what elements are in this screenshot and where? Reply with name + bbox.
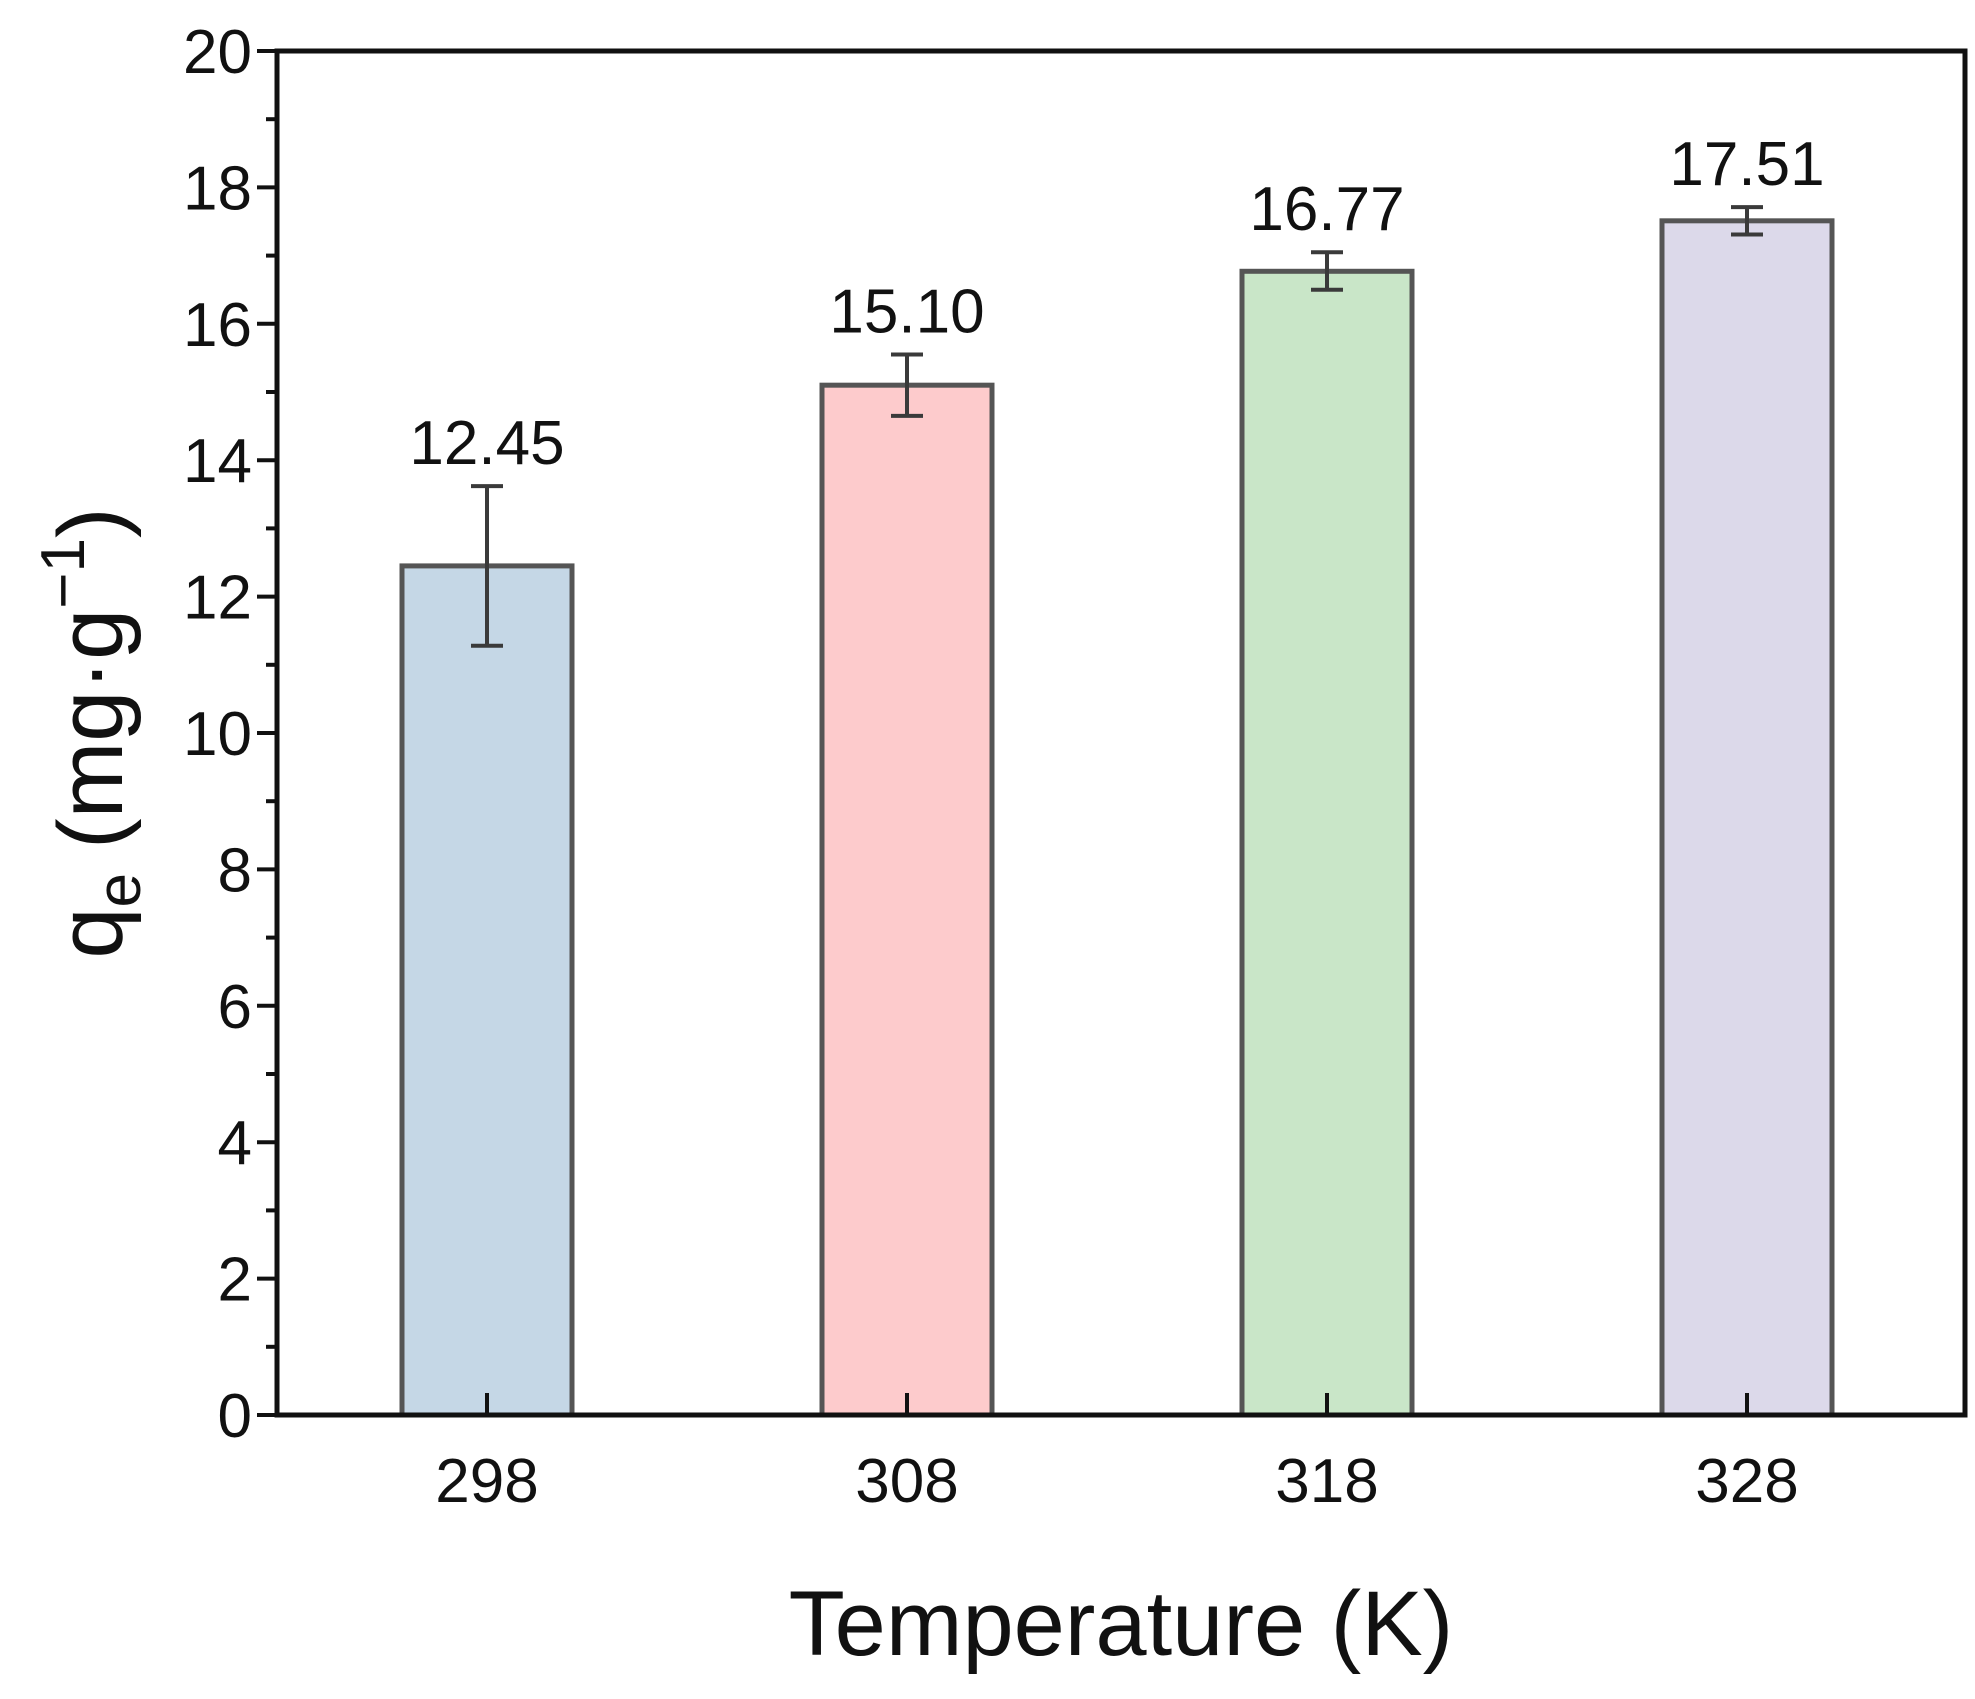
plot-frame xyxy=(274,48,1968,1418)
y-tick-label-6: 6 xyxy=(218,973,252,1042)
y-axis-title-subscript: e xyxy=(85,873,154,907)
y-tick-label-12: 12 xyxy=(183,564,252,633)
y-axis-title-superscript: −1 xyxy=(29,538,98,609)
y-tick-label-16: 16 xyxy=(183,291,252,360)
y-axis-title-symbol: q xyxy=(40,907,142,958)
bars-group xyxy=(399,218,1835,1418)
bar-328 xyxy=(1659,218,1835,1418)
y-tick-label-4: 4 xyxy=(218,1109,252,1178)
x-tick-label-318: 318 xyxy=(1275,1447,1378,1516)
y-axis-title: qe (mg·g−1) xyxy=(29,507,154,958)
bar-318 xyxy=(1239,268,1415,1418)
y-tick-label-18: 18 xyxy=(183,154,252,223)
x-tick-label-328: 328 xyxy=(1695,1447,1798,1516)
x-tick-label-298: 298 xyxy=(435,1447,538,1516)
y-tick-label-2: 2 xyxy=(218,1246,252,1315)
bar-308 xyxy=(819,382,995,1418)
value-label-298: 12.45 xyxy=(409,409,564,478)
y-axis-ticks: 0 2 4 6 8 10 12 14 16 18 20 xyxy=(183,18,277,1451)
bar-298 xyxy=(399,563,575,1418)
x-tick-label-308: 308 xyxy=(855,1447,958,1516)
value-label-318: 16.77 xyxy=(1249,175,1404,244)
y-tick-label-8: 8 xyxy=(218,836,252,905)
y-axis-title-unit: (mg·g xyxy=(40,609,142,849)
y-tick-label-14: 14 xyxy=(183,427,252,496)
x-axis-title: Temperature (K) xyxy=(789,1573,1454,1675)
error-bars-group xyxy=(471,205,1763,648)
value-label-328: 17.51 xyxy=(1669,130,1824,199)
value-labels-group: 12.45 15.10 16.77 17.51 xyxy=(409,130,1824,478)
y-tick-label-20: 20 xyxy=(183,18,252,87)
svg-text:qe(mg·g−1): qe (mg·g−1) xyxy=(29,507,154,958)
x-axis-ticks: 298 308 318 328 xyxy=(435,1393,1799,1516)
y-tick-label-10: 10 xyxy=(183,700,252,769)
y-tick-label-0: 0 xyxy=(218,1382,252,1451)
value-label-308: 15.10 xyxy=(829,277,984,346)
y-axis-title-unit-close: ) xyxy=(40,507,142,538)
